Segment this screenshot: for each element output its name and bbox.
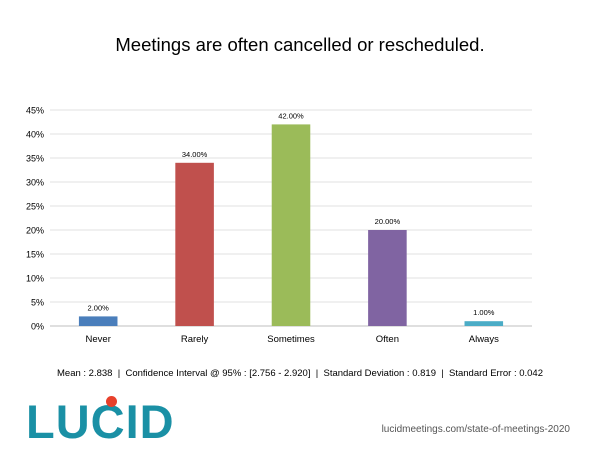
y-tick-label: 0% [31,322,44,332]
statistics-summary: Mean : 2.838 | Confidence Interval @ 95%… [57,368,543,379]
x-tick-label: Often [376,334,399,345]
y-tick-label: 40% [26,130,44,140]
bar-never [78,316,118,326]
data-label: 1.00% [473,308,495,317]
y-tick-label: 10% [26,274,44,284]
data-label: 2.00% [88,303,110,312]
bar-rarely [175,162,214,326]
x-tick-label: Never [86,334,111,345]
y-tick-label: 45% [26,106,44,116]
chart-title: Meetings are often cancelled or reschedu… [115,34,485,55]
data-label: 20.00% [375,217,401,226]
footer-url: lucidmeetings.com/state-of-meetings-2020 [381,424,570,435]
lucid-logo: LUCID [26,395,175,448]
logo-dot-icon [106,396,117,407]
bar-always [464,321,504,326]
y-tick-label: 35% [26,154,44,164]
y-tick-label: 20% [26,226,44,236]
data-label: 42.00% [278,111,304,120]
x-tick-label: Sometimes [267,334,315,345]
x-tick-label: Always [469,334,499,345]
y-tick-label: 5% [31,298,44,308]
bar-sometimes [271,124,311,327]
y-tick-label: 15% [26,250,44,260]
y-tick-label: 30% [26,178,44,188]
bar-often [368,230,407,326]
x-tick-label: Rarely [181,334,209,345]
data-label: 34.00% [182,150,208,159]
y-tick-label: 25% [26,202,44,212]
